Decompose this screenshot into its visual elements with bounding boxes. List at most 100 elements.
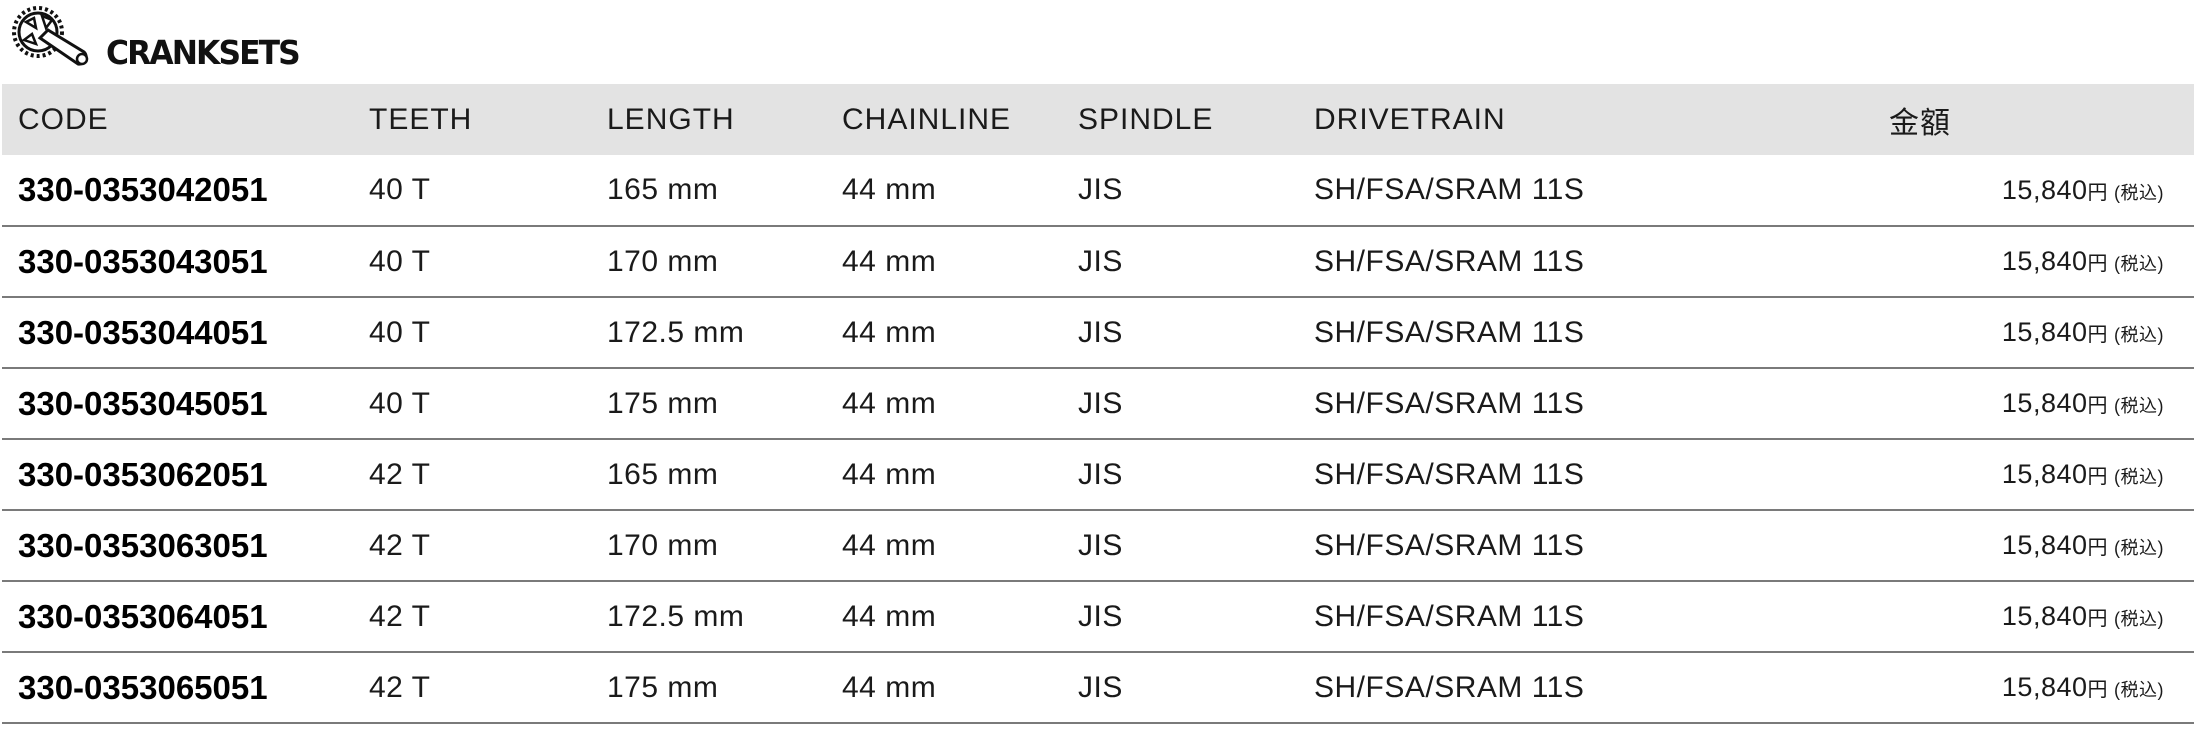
price-tax-note: (税込) <box>2114 254 2164 274</box>
price-tax-note: (税込) <box>2114 467 2164 487</box>
cell-spindle: JIS <box>1078 244 1123 278</box>
cell-teeth: 40 T <box>369 315 431 349</box>
price-currency: 円 <box>2087 608 2108 630</box>
table-row: 330-0353062051 42 T 165 mm 44 mm JIS SH/FSA/S… <box>2 439 2194 510</box>
table-row: 330-0353044051 40 T 172.5 mm 44 mm JIS SH/FSA… <box>2 297 2194 368</box>
cell-spindle: JIS <box>1078 457 1123 491</box>
cell-length: 172.5 mm <box>607 599 745 633</box>
cell-length: 175 mm <box>607 386 719 420</box>
table-row: 330-0353063051 42 T 170 mm 44 mm JIS SH/FSA/S… <box>2 510 2194 581</box>
cell-price: 15,840円 (税込) <box>1889 226 2194 297</box>
price-currency: 円 <box>2087 324 2108 346</box>
cell-spindle: JIS <box>1078 173 1123 206</box>
cell-code: 330-0353043051 <box>18 242 268 280</box>
cell-length: 170 mm <box>607 244 719 278</box>
cell-chainline: 44 mm <box>842 670 937 704</box>
price-value: 15,840 <box>2001 246 2088 276</box>
price-value: 15,840 <box>2001 174 2088 205</box>
cell-spindle: JIS <box>1078 528 1123 562</box>
cell-price: 15,840円 (税込) <box>1889 510 2194 581</box>
cell-spindle: JIS <box>1078 315 1123 349</box>
price-tax-note: (税込) <box>2114 680 2164 700</box>
cell-chainline: 44 mm <box>842 386 937 420</box>
cell-chainline: 44 mm <box>842 244 937 278</box>
cell-code: 330-0353042051 <box>18 171 268 208</box>
cell-teeth: 42 T <box>369 457 431 491</box>
cell-code: 330-0353044051 <box>18 313 268 351</box>
cell-drivetrain: SH/FSA/SRAM 11S <box>1314 173 1585 206</box>
cell-teeth: 42 T <box>369 599 431 633</box>
table-row: 330-0353045051 40 T 175 mm 44 mm JIS SH/FSA/S… <box>2 368 2194 439</box>
table-row: 330-0353042051 40 T 165 mm 44 mm JIS SH/FSA/S… <box>2 155 2194 226</box>
cell-length: 165 mm <box>607 457 719 491</box>
header-drivetrain: DRIVETRAIN <box>1314 102 1506 136</box>
cell-code: 330-0353065051 <box>18 668 268 706</box>
cell-price: 15,840円 (税込) <box>1889 297 2194 368</box>
price-currency: 円 <box>2087 253 2108 275</box>
table-row: 330-0353064051 42 T 172.5 mm 44 mm JIS SH/FSA… <box>2 581 2194 652</box>
title-text: CRANKSETS <box>106 33 301 72</box>
price-tax-note: (税込) <box>2114 538 2164 558</box>
header-spindle: SPINDLE <box>1078 102 1214 136</box>
header-teeth: TEETH <box>369 102 473 136</box>
price-currency: 円 <box>2087 395 2108 417</box>
cell-code: 330-0353064051 <box>18 597 268 635</box>
cell-length: 175 mm <box>607 670 719 704</box>
header-price: 金額 <box>1889 106 1951 140</box>
table-header: CODE TEETH LENGTH CHAINLINE SPINDLE DRIV… <box>2 84 2194 155</box>
cell-spindle: JIS <box>1078 670 1123 704</box>
price-value: 15,840 <box>2001 388 2088 418</box>
price-value: 15,840 <box>2001 530 2088 560</box>
cell-drivetrain: SH/FSA/SRAM 11S <box>1314 599 1585 633</box>
price-currency: 円 <box>2087 466 2108 488</box>
cell-drivetrain: SH/FSA/SRAM 11S <box>1314 244 1585 278</box>
cell-price: 15,840円 (税込) <box>1889 652 2194 723</box>
cell-length: 170 mm <box>607 528 719 562</box>
cell-drivetrain: SH/FSA/SRAM 11S <box>1314 457 1585 491</box>
cell-code: 330-0353062051 <box>18 455 268 493</box>
cell-drivetrain: SH/FSA/SRAM 11S <box>1314 670 1585 704</box>
header-length: LENGTH <box>607 102 735 136</box>
cell-teeth: 40 T <box>369 386 431 420</box>
cell-chainline: 44 mm <box>842 173 937 206</box>
price-currency: 円 <box>2087 679 2108 701</box>
header-chainline: CHAINLINE <box>842 102 1012 136</box>
price-tax-note: (税込) <box>2114 325 2164 345</box>
table-row: 330-0353043051 40 T 170 mm 44 mm JIS SH/FSA/S… <box>2 226 2194 297</box>
price-currency: 円 <box>2087 181 2108 204</box>
cell-price: 15,840円 (税込) <box>1889 155 2194 226</box>
cell-code: 330-0353045051 <box>18 384 268 422</box>
cell-teeth: 42 T <box>369 670 431 704</box>
header-code: CODE <box>18 102 109 136</box>
cell-teeth: 40 T <box>369 173 431 206</box>
cell-price: 15,840円 (税込) <box>1889 368 2194 439</box>
cell-drivetrain: SH/FSA/SRAM 11S <box>1314 315 1585 349</box>
cell-chainline: 44 mm <box>842 457 937 491</box>
cell-price: 15,840円 (税込) <box>1889 581 2194 652</box>
price-value: 15,840 <box>2001 601 2088 631</box>
price-value: 15,840 <box>2001 672 2088 702</box>
cell-chainline: 44 mm <box>842 315 937 349</box>
crankset-icon <box>12 6 89 66</box>
cranksets-table: CODE TEETH LENGTH CHAINLINE SPINDLE DRIV… <box>2 84 2194 724</box>
cell-price: 15,840円 (税込) <box>1889 439 2194 510</box>
price-tax-note: (税込) <box>2114 396 2164 416</box>
cell-teeth: 42 T <box>369 528 431 562</box>
cell-chainline: 44 mm <box>842 528 937 562</box>
price-value: 15,840 <box>2001 317 2088 347</box>
cell-spindle: JIS <box>1078 386 1123 420</box>
cell-length: 172.5 mm <box>607 315 745 349</box>
price-tax-note: (税込) <box>2114 609 2164 629</box>
price-currency: 円 <box>2087 537 2108 559</box>
table-row: 330-0353065051 42 T 175 mm 44 mm JIS SH/FSA/S… <box>2 652 2194 723</box>
cell-length: 165 mm <box>607 173 719 206</box>
price-tax-note: (税込) <box>2114 182 2164 203</box>
cell-chainline: 44 mm <box>842 599 937 633</box>
cell-code: 330-0353063051 <box>18 526 268 564</box>
cell-drivetrain: SH/FSA/SRAM 11S <box>1314 528 1585 562</box>
cell-teeth: 40 T <box>369 244 431 278</box>
price-value: 15,840 <box>2001 459 2088 489</box>
section-title: CRANKSETS <box>6 0 309 76</box>
cell-spindle: JIS <box>1078 599 1123 633</box>
cell-drivetrain: SH/FSA/SRAM 11S <box>1314 386 1585 420</box>
